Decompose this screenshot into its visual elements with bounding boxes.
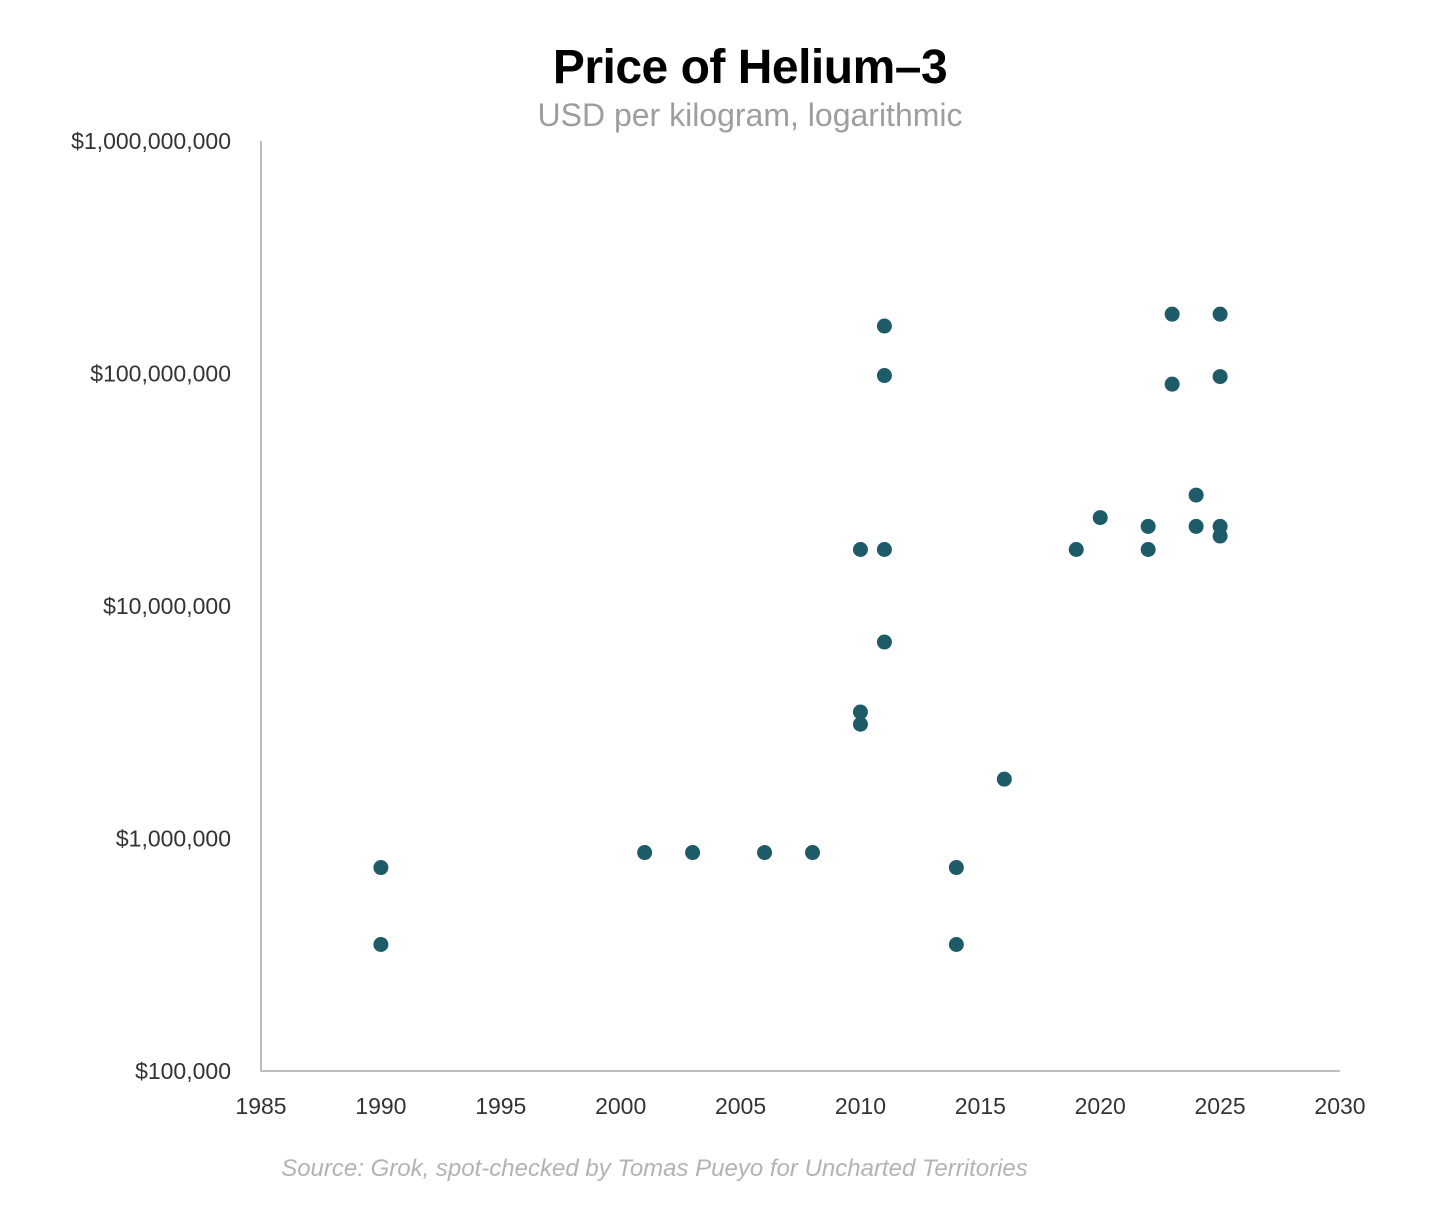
data-point (876, 368, 892, 384)
source-note: Source: Grok, spot-checked by Tomas Puey… (281, 1155, 1028, 1182)
data-points (373, 306, 1228, 953)
data-point (804, 845, 820, 861)
data-point (948, 937, 964, 953)
x-tick-label: 2025 (1195, 1093, 1246, 1119)
x-tick-label: 1985 (235, 1093, 286, 1119)
x-tick-label: 2005 (715, 1093, 766, 1119)
data-point (1140, 541, 1156, 557)
x-tick-label: 1990 (355, 1093, 406, 1119)
data-point (1188, 487, 1204, 503)
data-point (876, 541, 892, 557)
data-point (1188, 518, 1204, 534)
data-point (852, 541, 868, 557)
data-point (852, 716, 868, 732)
data-point (637, 845, 653, 861)
x-tick-label: 2010 (835, 1093, 886, 1119)
data-point (1164, 376, 1180, 392)
x-tick-label: 1995 (475, 1093, 526, 1119)
data-point (996, 771, 1012, 787)
x-tick-labels: 1985 1990 1995 2000 2005 2010 2015 2020 2025 2030 (235, 1093, 1365, 1119)
x-tick-label: 2015 (955, 1093, 1006, 1119)
data-point (685, 845, 701, 861)
data-point (373, 860, 389, 876)
data-point (1212, 369, 1228, 385)
data-point (1212, 528, 1228, 544)
data-point (757, 845, 773, 861)
data-point (1068, 541, 1084, 557)
chart-title: Price of Helium–3 (552, 41, 948, 94)
y-tick-label: $1,000,000 (116, 826, 231, 852)
data-point (948, 860, 964, 876)
y-tick-label: $1,000,000,000 (71, 128, 231, 154)
y-tick-label: $100,000 (135, 1058, 231, 1084)
data-point (876, 318, 892, 334)
axes (260, 141, 1340, 1072)
x-tick-label: 2020 (1075, 1093, 1126, 1119)
data-point (1164, 306, 1180, 322)
data-point (373, 937, 389, 953)
x-tick-label: 2000 (595, 1093, 646, 1119)
y-tick-label: $10,000,000 (103, 593, 231, 619)
data-point (852, 704, 868, 720)
data-point (1092, 510, 1108, 526)
x-tick-label: 2030 (1314, 1093, 1365, 1119)
data-point (876, 634, 892, 650)
data-point (1140, 518, 1156, 534)
chart-subtitle: USD per kilogram, logarithmic (537, 97, 963, 133)
y-tick-labels: $100,000 $1,000,000 $10,000,000 $100,000,00… (71, 128, 231, 1084)
y-tick-label: $100,000,000 (90, 361, 231, 387)
data-point (1212, 306, 1228, 322)
